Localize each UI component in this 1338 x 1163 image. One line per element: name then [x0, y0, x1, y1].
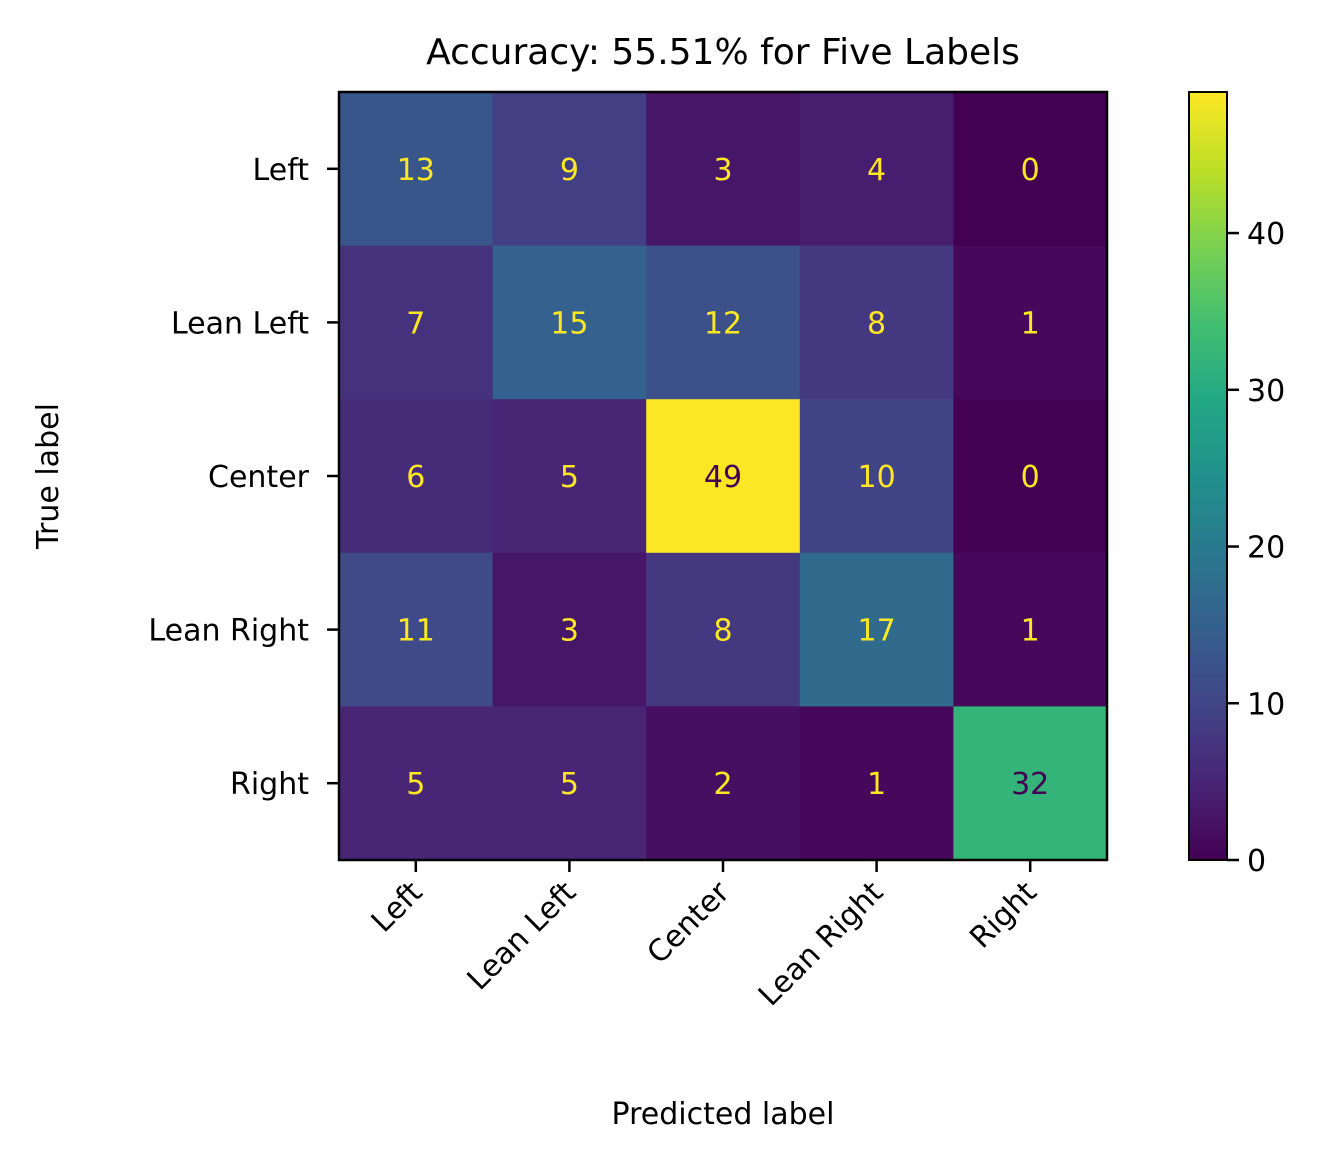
y-axis: Left Lean Left Center Lean Right Right: [148, 153, 339, 802]
cell-value-label: 4: [867, 153, 886, 188]
cell-value-label: 0: [1021, 153, 1040, 188]
y-tick-label: Right: [230, 767, 309, 802]
y-tick-label: Lean Left: [171, 306, 309, 341]
heatmap-cell: [339, 92, 494, 247]
cell-value-label: 15: [550, 306, 588, 341]
colorbar-tick-label: 0: [1247, 844, 1266, 879]
cell-value-label: 32: [1011, 767, 1049, 802]
cell-value-label: 10: [858, 460, 896, 495]
heatmap-cell: [339, 552, 494, 707]
heatmap-cell: [953, 245, 1108, 400]
heatmap-cells: [339, 92, 1108, 861]
y-tick-label: Lean Right: [148, 614, 309, 649]
heatmap-cell: [953, 399, 1108, 554]
colorbar-tick-label: 20: [1247, 531, 1285, 566]
chart-title: Accuracy: 55.51% for Five Labels: [426, 32, 1020, 73]
colorbar-tick-label: 40: [1247, 217, 1285, 252]
cell-value-label: 17: [858, 614, 896, 649]
heatmap-cell: [492, 706, 647, 861]
colorbar-ticks: 0 10 20 30 40: [1227, 217, 1285, 879]
heatmap-cell: [646, 399, 801, 554]
heatmap-cell: [492, 399, 647, 554]
cell-value-label: 1: [1021, 614, 1040, 649]
cell-value-label: 2: [713, 767, 732, 802]
heatmap-cell: [799, 552, 954, 707]
heatmap-cell: [646, 706, 801, 861]
heatmap-cell: [799, 245, 954, 400]
heatmap-cell: [339, 706, 494, 861]
cell-value-label: 5: [560, 767, 579, 802]
heatmap-cell: [799, 92, 954, 247]
heatmap-cell: [646, 92, 801, 247]
cell-value-label: 0: [1021, 460, 1040, 495]
cell-value-label: 8: [867, 306, 886, 341]
cell-value-label: 1: [1021, 306, 1040, 341]
cell-value-label: 49: [704, 460, 742, 495]
heatmap-cell: [339, 399, 494, 554]
y-tick-label: Left: [253, 153, 310, 188]
cell-value-label: 3: [713, 153, 732, 188]
heatmap-cell: [492, 92, 647, 247]
cell-value-label: 3: [560, 614, 579, 649]
heatmap-cell: [953, 552, 1108, 707]
heatmap-cell: [646, 245, 801, 400]
y-axis-label: True label: [31, 403, 66, 550]
y-tick-label: Center: [208, 460, 310, 495]
heatmap-cell: [953, 706, 1108, 861]
cell-value-label: 13: [397, 153, 435, 188]
cell-value-label: 5: [406, 767, 425, 802]
x-axis-label: Predicted label: [612, 1097, 835, 1132]
cell-value-label: 5: [560, 460, 579, 495]
heatmap-cell: [799, 706, 954, 861]
heatmap-cell: [492, 245, 647, 400]
colorbar-tick-label: 30: [1247, 374, 1285, 409]
heatmap-cell: [339, 245, 494, 400]
cell-value-label: 11: [397, 614, 435, 649]
cell-value-label: 9: [560, 153, 579, 188]
cell-value-label: 6: [406, 460, 425, 495]
cell-value-label: 1: [867, 767, 886, 802]
heatmap-cell: [799, 399, 954, 554]
colorbar-tick-label: 10: [1247, 687, 1285, 722]
heatmap-cell: [492, 552, 647, 707]
cell-value-label: 7: [406, 306, 425, 341]
colorbar: [1188, 91, 1228, 861]
heatmap-cell: [953, 92, 1108, 247]
cell-value-label: 8: [713, 614, 732, 649]
heatmap-cell-labels: 13 9 3 4 07 15 12 8 16 5 49 10 011 3 8 17 15 5 2 1 32: [397, 153, 1050, 802]
cell-value-label: 12: [704, 306, 742, 341]
heatmap-cell: [646, 552, 801, 707]
